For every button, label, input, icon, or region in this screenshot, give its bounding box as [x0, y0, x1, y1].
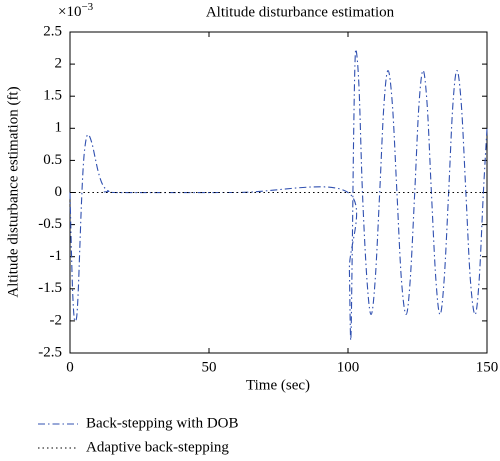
legend-label: Back-stepping with DOB [86, 415, 238, 431]
data-line [69, 48, 488, 341]
y-axis-label: Altitude disturbance estimation (ft) [5, 86, 21, 297]
y-tick-label: 1.5 [43, 88, 62, 104]
y-tick-label: -1.5 [38, 280, 62, 296]
x-tick-label: 100 [337, 359, 360, 375]
y-tick-label: 2 [55, 56, 63, 72]
y-tick-label: -0.5 [38, 216, 62, 232]
y-tick-label: 2.5 [43, 23, 62, 39]
y-tick-label: 0.5 [43, 152, 62, 168]
y-tick-label: 1 [55, 120, 63, 136]
multiplier-base: ×10 [58, 4, 81, 20]
y-tick-label: -1 [50, 248, 63, 264]
y-multiplier: ×10−3 [58, 1, 94, 21]
x-axis-label: Time (sec) [246, 377, 310, 393]
legend-label: Adaptive back-stepping [86, 439, 229, 455]
y-tick-label: -2.5 [38, 344, 62, 360]
multiplier-exponent: −3 [81, 1, 93, 13]
y-tick-label: 0 [55, 184, 63, 200]
x-tick-label: 0 [66, 359, 74, 375]
chart-title: Altitude disturbance estimation [206, 4, 395, 20]
y-tick-label: -2 [50, 312, 63, 328]
x-tick-label: 150 [476, 359, 499, 375]
x-tick-label: 50 [202, 359, 217, 375]
